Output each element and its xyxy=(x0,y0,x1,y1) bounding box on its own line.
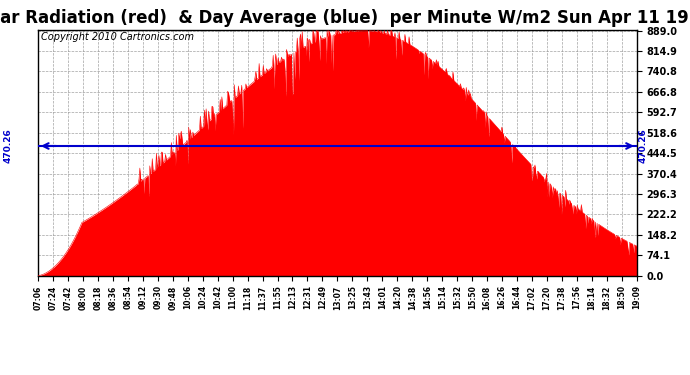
Text: 470.26: 470.26 xyxy=(3,129,13,164)
Text: Solar Radiation (red)  & Day Average (blue)  per Minute W/m2 Sun Apr 11 19:21: Solar Radiation (red) & Day Average (blu… xyxy=(0,9,690,27)
Text: Copyright 2010 Cartronics.com: Copyright 2010 Cartronics.com xyxy=(41,33,194,42)
Text: 470.26: 470.26 xyxy=(638,129,647,164)
